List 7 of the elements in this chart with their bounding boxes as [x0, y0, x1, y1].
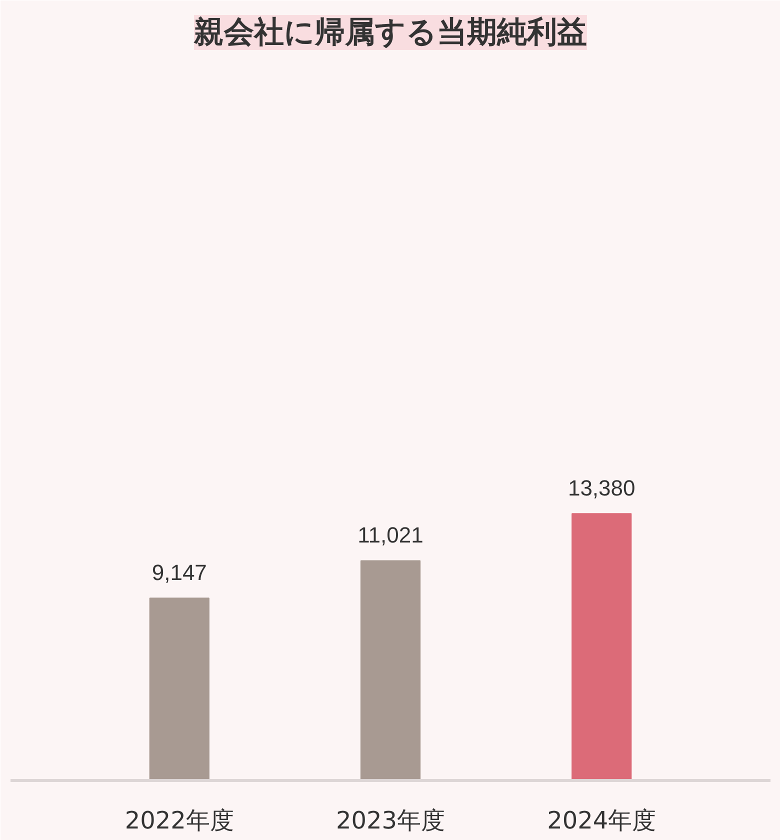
- x-tick-label: 2023年度: [336, 806, 446, 834]
- chart-title: 親会社に帰属する当期純利益: [193, 15, 587, 50]
- data-label: 13,380: [568, 476, 636, 501]
- data-label: 9,147: [152, 560, 207, 586]
- x-tick-label: 2022年度: [124, 806, 234, 834]
- data-label: 11,021: [358, 522, 424, 548]
- x-tick-label: 2024年度: [547, 806, 656, 834]
